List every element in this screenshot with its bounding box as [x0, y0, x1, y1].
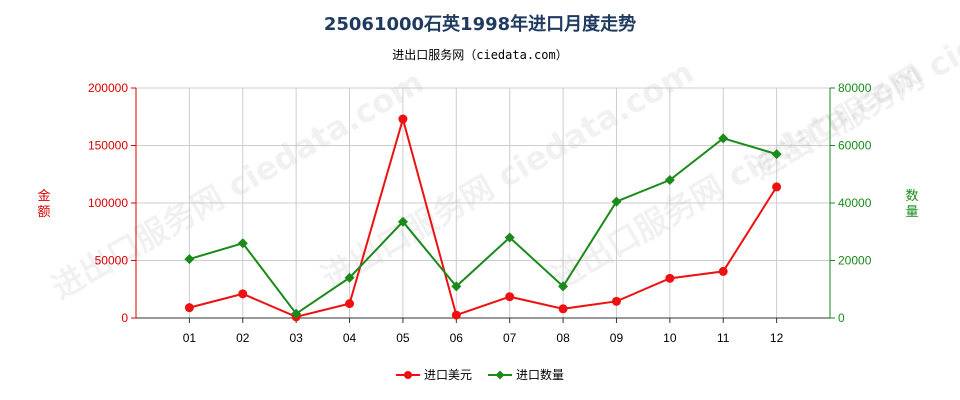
legend-label: 进口数量	[516, 367, 564, 382]
x-axis-tick-label: 11	[717, 331, 730, 345]
data-point	[291, 308, 302, 319]
data-point	[451, 281, 462, 292]
x-axis-tick-label: 10	[663, 331, 677, 345]
data-point	[397, 216, 408, 227]
series-line	[189, 115, 778, 318]
x-axis-tick-label: 06	[450, 331, 464, 345]
left-axis-title: 额	[37, 205, 50, 220]
data-point	[718, 133, 729, 144]
left-axis-tick-label: 100000	[88, 196, 128, 210]
x-axis-tick-label: 03	[289, 331, 303, 345]
right-axis-tick-label: 0	[838, 311, 845, 325]
data-point	[558, 304, 568, 314]
axes: 0 50000 100000 150000 200000 0 20000 40000 60000…	[37, 81, 918, 345]
right-axis-tick-label: 40000	[838, 196, 872, 210]
x-axis-tick-label: 02	[236, 331, 250, 345]
data-point	[345, 299, 355, 309]
x-axis-tick-label: 01	[183, 331, 197, 345]
legend: 进口美元 进口数量	[396, 367, 564, 382]
grid	[136, 87, 830, 319]
chart-title: 25061000石英1998年进口月度走势	[323, 14, 637, 35]
data-point	[772, 182, 782, 192]
left-axis-tick-label: 150000	[88, 139, 128, 153]
left-axis-tick-label: 50000	[95, 254, 129, 268]
data-point	[238, 289, 248, 299]
data-point	[237, 238, 248, 249]
data-point	[665, 273, 675, 283]
x-axis-tick-label: 12	[770, 331, 784, 345]
data-point	[398, 114, 408, 124]
x-axis-tick-label: 05	[396, 331, 410, 345]
data-point	[505, 292, 515, 302]
right-axis-tick-label: 60000	[838, 139, 872, 153]
data-point	[558, 281, 569, 292]
legend-swatch-marker	[495, 370, 505, 380]
x-axis-tick-label: 04	[343, 331, 357, 345]
left-axis-title: 金	[37, 188, 50, 204]
left-axis-tick-label: 0	[121, 311, 128, 325]
data-point	[344, 272, 355, 283]
data-point	[771, 149, 782, 160]
right-axis-tick-label: 80000	[838, 81, 872, 95]
data-point	[451, 310, 461, 320]
x-axis-tick-label: 08	[556, 331, 570, 345]
left-axis-tick-label: 200000	[88, 81, 128, 95]
x-axis-tick-label: 07	[503, 331, 517, 345]
data-point	[611, 296, 621, 306]
right-axis-tick-label: 20000	[838, 254, 872, 268]
series-line	[189, 137, 777, 316]
data-point	[504, 232, 515, 243]
legend-label: 进口美元	[424, 368, 472, 382]
data-point	[718, 266, 728, 276]
data-point	[611, 196, 622, 207]
right-axis-title: 量	[905, 205, 918, 220]
chart-subtitle: 进出口服务网（ciedata.com）	[392, 48, 568, 62]
right-axis-title: 数	[905, 189, 918, 204]
x-axis-tick-label: 09	[610, 331, 624, 345]
data-point	[664, 175, 675, 185]
data-point	[184, 254, 195, 265]
legend-swatch-marker	[404, 371, 412, 379]
series-layer	[184, 114, 782, 322]
data-point	[184, 303, 194, 313]
